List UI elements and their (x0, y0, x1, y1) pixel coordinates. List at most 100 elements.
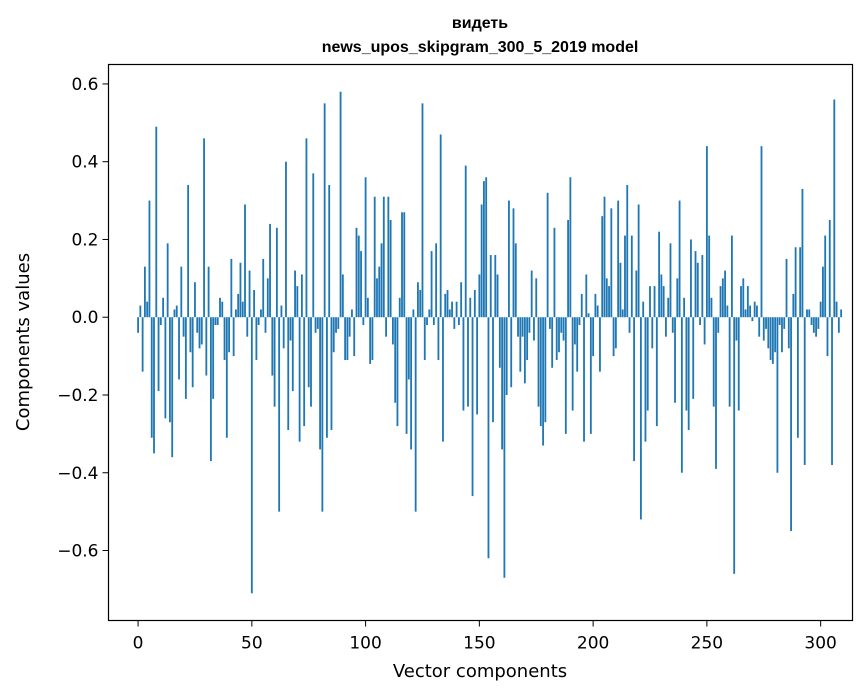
bar (316, 317, 319, 329)
x-tick-label: 150 (463, 634, 495, 654)
bar (339, 91, 342, 318)
bar (708, 235, 711, 318)
bars-group (137, 91, 843, 594)
bar (553, 227, 556, 318)
chart-subtitle: news_upos_skipgram_300_5_2019 model (322, 39, 639, 56)
bar (148, 200, 151, 318)
bar (432, 317, 435, 326)
bar (312, 173, 315, 318)
bar (494, 255, 497, 318)
bar (196, 317, 199, 333)
bar (387, 196, 390, 318)
bar (169, 317, 171, 423)
bar (815, 317, 818, 337)
bar (564, 317, 567, 434)
bar (346, 317, 349, 360)
bar (139, 305, 142, 318)
bar (212, 317, 215, 399)
bar (423, 317, 426, 360)
bar (626, 185, 629, 318)
bar (724, 270, 726, 318)
x-tick-label: 200 (577, 634, 609, 654)
bar (471, 317, 474, 497)
bar (200, 317, 203, 345)
bar (585, 274, 588, 318)
bar (451, 301, 453, 318)
bar (683, 297, 686, 318)
bar (366, 297, 369, 318)
bar (824, 235, 827, 318)
bar (464, 165, 467, 318)
bar (262, 258, 265, 318)
bar (837, 317, 840, 333)
bar (380, 243, 383, 318)
bar (796, 317, 799, 438)
bar (726, 305, 729, 318)
x-axis-label: Vector components (393, 661, 567, 682)
bar (628, 317, 631, 333)
bar (710, 297, 713, 318)
bar (592, 317, 595, 357)
bar (555, 317, 558, 360)
bar (808, 309, 811, 318)
bar (803, 317, 806, 465)
bar (300, 274, 303, 318)
bar (369, 317, 372, 364)
bar (530, 270, 533, 318)
bar (492, 317, 494, 423)
bar (771, 317, 774, 364)
bar (806, 309, 808, 318)
bar (551, 317, 554, 368)
bar (219, 297, 221, 318)
bar (396, 317, 399, 427)
bar (594, 293, 597, 318)
bar (478, 274, 481, 318)
bar (756, 305, 758, 318)
bar (291, 317, 294, 392)
bar (781, 317, 783, 353)
bar (282, 317, 285, 349)
bar (353, 317, 356, 357)
bar (828, 220, 831, 318)
bar (580, 293, 583, 318)
bar (321, 317, 324, 512)
bar (510, 317, 513, 388)
y-tick-label: 0.4 (71, 153, 98, 173)
bar (483, 181, 485, 318)
bar (335, 317, 337, 333)
bar (462, 317, 465, 411)
bar (171, 317, 174, 458)
bar (428, 309, 431, 318)
bar (621, 309, 624, 318)
bar (799, 247, 802, 318)
bar (633, 317, 635, 462)
bar (373, 196, 376, 318)
bar (455, 301, 458, 318)
bar (831, 317, 833, 465)
bar (630, 235, 633, 318)
bar (740, 286, 742, 318)
bar (376, 278, 378, 318)
bar (728, 317, 731, 407)
bar (435, 243, 438, 318)
bar (792, 293, 795, 318)
bar (835, 301, 838, 318)
bar (457, 317, 460, 326)
bar (571, 317, 574, 411)
bar (715, 317, 717, 469)
bar (567, 220, 570, 318)
bar (822, 266, 824, 318)
bar (182, 317, 185, 337)
bar (357, 235, 360, 318)
bar (269, 223, 271, 318)
bar (480, 204, 483, 318)
bar (273, 317, 276, 407)
x-tick-label: 50 (241, 634, 263, 654)
bar (508, 200, 510, 318)
bar (141, 317, 144, 372)
bar (417, 282, 419, 318)
bar (583, 317, 585, 442)
bar (840, 309, 843, 318)
bar (162, 297, 165, 318)
y-tick-label: 0.0 (71, 308, 98, 328)
